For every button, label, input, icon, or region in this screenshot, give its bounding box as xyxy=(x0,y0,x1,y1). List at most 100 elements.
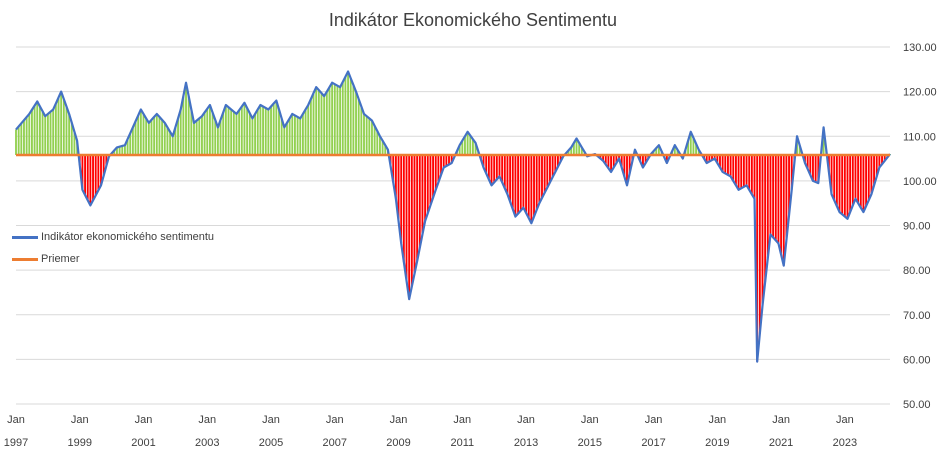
deviation-bar xyxy=(756,154,759,362)
deviation-bar xyxy=(445,154,448,166)
deviation-bar xyxy=(859,154,862,208)
deviation-bar xyxy=(254,113,257,155)
deviation-bar xyxy=(227,107,230,155)
deviation-bar xyxy=(543,154,546,193)
deviation-bar xyxy=(54,103,57,155)
y-tick-label: 50.00 xyxy=(903,399,931,411)
deviation-bar xyxy=(211,112,214,155)
deviation-bar xyxy=(23,120,25,155)
deviation-bar xyxy=(875,154,878,177)
deviation-bar xyxy=(25,117,28,155)
deviation-bar xyxy=(748,154,751,190)
deviation-bar xyxy=(198,118,201,155)
deviation-bar xyxy=(331,82,334,155)
deviation-bar xyxy=(849,154,852,213)
deviation-bar xyxy=(673,145,676,155)
deviation-bar xyxy=(867,154,870,201)
x-tick-month: Jan xyxy=(645,414,663,426)
deviation-bar xyxy=(392,154,395,183)
deviation-bar xyxy=(705,154,708,164)
deviation-bar xyxy=(238,110,241,155)
deviation-bar xyxy=(833,154,836,201)
legend-item-average: Priemer xyxy=(12,253,80,265)
deviation-bar xyxy=(814,154,817,182)
x-tick-year: 2003 xyxy=(195,437,219,449)
deviation-bar xyxy=(689,131,692,155)
deviation-bar xyxy=(514,154,517,217)
deviation-bar xyxy=(405,154,408,281)
legend-swatch-indicator xyxy=(12,235,38,239)
deviation-bar xyxy=(493,154,496,183)
deviation-bar xyxy=(570,147,573,155)
deviation-bar xyxy=(262,106,264,155)
deviation-bar xyxy=(150,119,153,155)
deviation-bar xyxy=(487,154,490,180)
deviation-bar xyxy=(416,154,419,262)
deviation-bar xyxy=(857,154,860,204)
x-tick-month: Jan xyxy=(708,414,726,426)
x-tick-month: Jan xyxy=(262,414,280,426)
deviation-bar xyxy=(288,118,291,155)
deviation-bar xyxy=(418,154,421,248)
deviation-bar xyxy=(724,154,727,174)
deviation-bar xyxy=(424,154,427,222)
x-tick-month: Jan xyxy=(390,414,408,426)
deviation-bar xyxy=(131,127,134,155)
y-tick-label: 100.00 xyxy=(903,176,937,188)
deviation-bar xyxy=(379,136,381,155)
deviation-bar xyxy=(466,131,469,155)
x-tick-year: 2007 xyxy=(323,437,347,449)
deviation-bar xyxy=(347,71,349,155)
deviation-bar xyxy=(737,154,740,190)
deviation-bar xyxy=(511,154,514,210)
deviation-bar xyxy=(323,96,326,155)
deviation-bar xyxy=(469,135,472,155)
x-tick-year: 2023 xyxy=(833,437,857,449)
deviation-bar xyxy=(862,154,865,213)
deviation-bar xyxy=(822,127,825,155)
deviation-bar xyxy=(772,154,775,238)
deviation-bar xyxy=(360,106,363,155)
deviation-bar xyxy=(519,154,522,211)
deviation-bar xyxy=(105,154,108,166)
deviation-bar xyxy=(750,154,753,195)
y-tick-label: 60.00 xyxy=(903,354,931,366)
deviation-bar xyxy=(413,154,416,274)
deviation-bar xyxy=(169,131,172,155)
deviation-bar xyxy=(777,154,780,244)
x-tick-year: 2019 xyxy=(705,437,729,449)
deviation-bar xyxy=(527,154,530,219)
deviation-bar xyxy=(554,154,557,172)
deviation-bar xyxy=(328,87,331,155)
deviation-bar xyxy=(182,96,185,155)
deviation-bar xyxy=(716,154,719,164)
x-tick-year: 2009 xyxy=(386,437,410,449)
deviation-bar xyxy=(448,154,450,165)
deviation-bar xyxy=(458,145,461,155)
deviation-bar xyxy=(692,137,695,155)
deviation-bar xyxy=(195,120,198,155)
deviation-bar xyxy=(373,125,376,155)
deviation-bar xyxy=(145,118,148,155)
deviation-bar xyxy=(89,154,92,206)
gridlines xyxy=(16,46,890,405)
deviation-bar xyxy=(73,131,76,155)
x-tick-month: Jan xyxy=(453,414,471,426)
deviation-bar xyxy=(116,147,118,155)
deviation-bar xyxy=(365,116,368,155)
deviation-bar xyxy=(525,154,527,213)
deviation-bar xyxy=(161,119,164,155)
x-tick-year: 2015 xyxy=(578,437,602,449)
x-tick-month: Jan xyxy=(836,414,854,426)
x-tick-year: 2013 xyxy=(514,437,538,449)
deviation-bar xyxy=(33,105,36,155)
deviation-bar xyxy=(607,154,610,169)
deviation-bar xyxy=(15,129,17,155)
deviation-bar xyxy=(535,154,538,210)
deviation-bar xyxy=(243,102,246,155)
deviation-bar xyxy=(841,154,844,215)
deviation-bar xyxy=(147,122,150,155)
deviation-bar xyxy=(312,93,315,155)
deviation-bar xyxy=(352,84,355,155)
deviation-bar xyxy=(219,119,222,155)
